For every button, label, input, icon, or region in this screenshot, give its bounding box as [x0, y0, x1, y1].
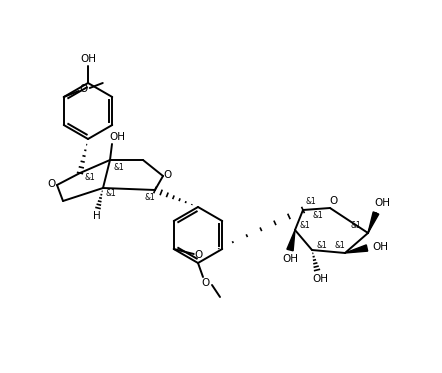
Text: &1: &1: [312, 211, 324, 220]
Text: &1: &1: [351, 220, 362, 229]
Text: &1: &1: [335, 241, 345, 250]
Text: O: O: [164, 170, 172, 180]
Polygon shape: [287, 230, 295, 251]
Text: &1: &1: [300, 220, 310, 229]
Text: OH: OH: [109, 132, 125, 142]
Text: &1: &1: [145, 194, 156, 203]
Text: O: O: [202, 278, 210, 288]
Text: OH: OH: [372, 242, 388, 252]
Text: OH: OH: [80, 54, 96, 64]
Text: &1: &1: [114, 163, 124, 172]
Polygon shape: [368, 212, 379, 233]
Text: O: O: [329, 196, 337, 206]
Text: O: O: [80, 84, 88, 94]
Text: H: H: [93, 211, 101, 221]
Text: &1: &1: [84, 173, 95, 182]
Polygon shape: [345, 245, 368, 253]
Text: OH: OH: [282, 254, 298, 264]
Text: O: O: [48, 179, 56, 189]
Text: OH: OH: [374, 198, 390, 208]
Text: OH: OH: [312, 274, 328, 284]
Text: &1: &1: [305, 197, 316, 207]
Text: &1: &1: [316, 241, 328, 250]
Text: O: O: [194, 250, 203, 260]
Text: &1: &1: [106, 188, 116, 197]
